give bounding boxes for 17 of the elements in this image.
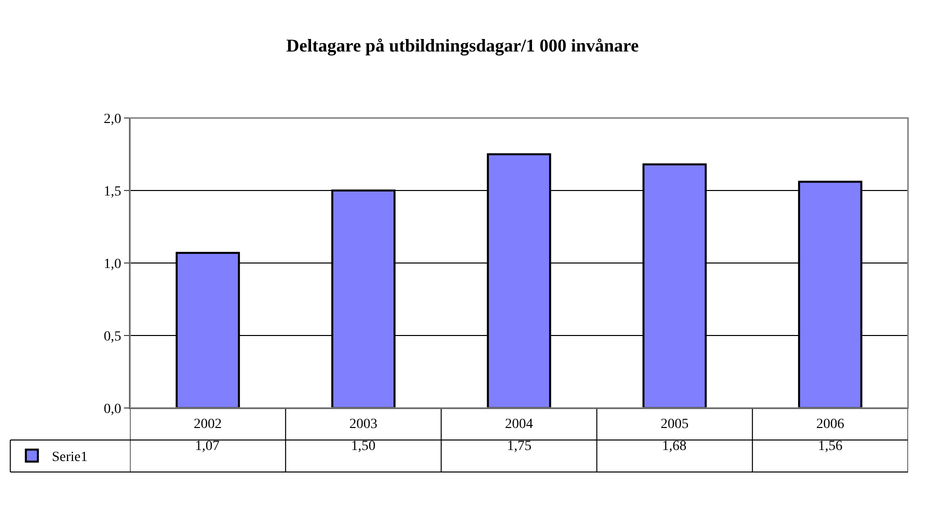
y-tick-label: 1,5 <box>104 184 122 200</box>
x-tick-label: 2006 <box>816 416 844 432</box>
y-tick-label: 0,0 <box>104 402 122 417</box>
data-label: 1,75 <box>507 439 532 454</box>
y-tick-label: 0,5 <box>104 329 122 344</box>
y-tick-label: 1,0 <box>104 256 122 272</box>
data-label: 1,50 <box>351 439 376 454</box>
x-tick-label: 2003 <box>349 416 378 432</box>
data-label: 1,07 <box>195 439 220 454</box>
chart-title: Deltagare på utbildningsdagar/1 000 invånare <box>286 35 639 56</box>
legend-label: Serie1 <box>52 450 88 466</box>
x-tick-label: 2002 <box>194 416 222 432</box>
x-tick-label: 2004 <box>505 416 533 432</box>
data-label: 1,56 <box>818 439 842 454</box>
x-tick-label: 2005 <box>660 416 689 432</box>
y-tick-label: 2,0 <box>104 112 122 127</box>
data-label: 1,68 <box>662 439 686 454</box>
